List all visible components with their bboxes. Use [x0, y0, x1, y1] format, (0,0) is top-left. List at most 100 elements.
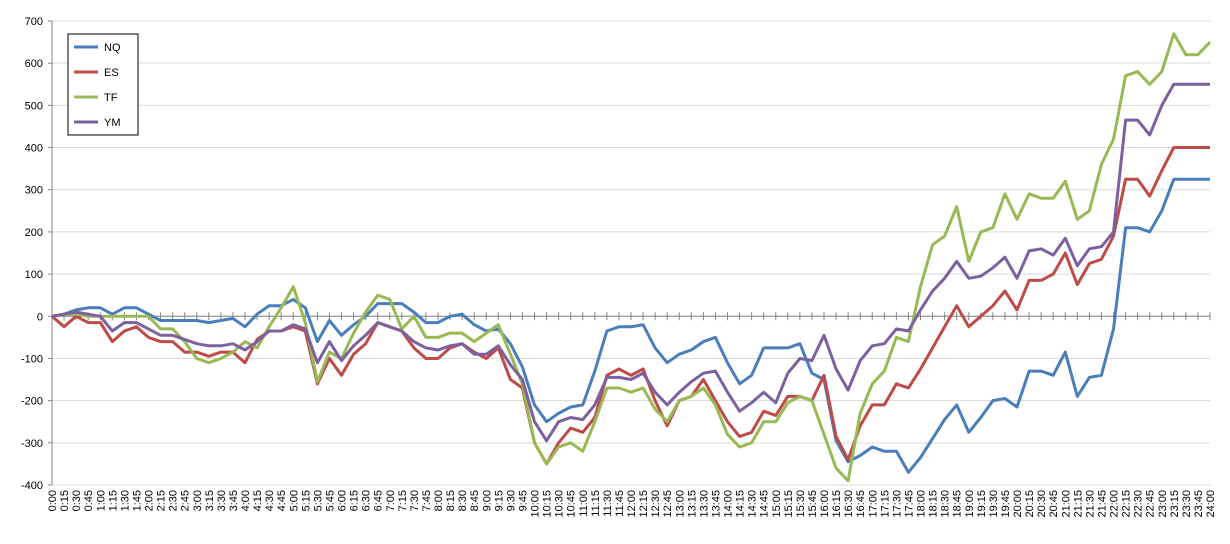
- y-tick-label: -100: [21, 353, 43, 365]
- x-tick-label: 0:00: [47, 490, 59, 511]
- legend-label: ES: [104, 67, 119, 79]
- y-tick-label: 700: [25, 16, 43, 28]
- x-tick-label: 9:45: [517, 490, 529, 511]
- legend-label: YM: [104, 117, 121, 129]
- x-tick-label: 7:30: [409, 490, 421, 511]
- x-tick-label: 0:15: [59, 490, 71, 511]
- x-tick-label: 13:15: [686, 490, 698, 518]
- x-tick-label: 6:15: [349, 490, 361, 511]
- x-tick-label: 2:15: [156, 490, 168, 511]
- x-tick-label: 6:30: [361, 490, 373, 511]
- x-tick-label: 12:15: [638, 490, 650, 518]
- x-tick-label: 12:00: [626, 490, 638, 518]
- x-tick-label: 24:00: [1205, 490, 1217, 518]
- x-tick-label: 16:00: [819, 490, 831, 518]
- x-tick-label: 1:00: [95, 490, 107, 511]
- y-tick-label: 300: [25, 185, 43, 197]
- x-tick-label: 17:45: [903, 490, 915, 518]
- x-tick-label: 4:45: [276, 490, 288, 511]
- x-tick-label: 18:00: [916, 490, 928, 518]
- x-tick-label: 21:30: [1084, 490, 1096, 518]
- legend-label: TF: [104, 92, 118, 104]
- x-tick-label: 11:30: [602, 490, 614, 517]
- x-tick-label: 22:45: [1145, 490, 1157, 518]
- x-tick-label: 14:15: [735, 490, 747, 518]
- x-tick-label: 11:00: [578, 490, 590, 517]
- x-tick-label: 2:30: [168, 490, 180, 511]
- x-tick-label: 23:45: [1193, 490, 1205, 518]
- x-tick-label: 3:45: [228, 490, 240, 511]
- y-tick-label: 600: [25, 58, 43, 70]
- x-tick-label: 0:45: [83, 490, 95, 511]
- x-tick-label: 5:00: [288, 490, 300, 511]
- x-tick-label: 23:00: [1157, 490, 1169, 518]
- x-tick-label: 8:15: [445, 490, 457, 511]
- x-tick-label: 12:30: [650, 490, 662, 518]
- x-tick-label: 20:45: [1048, 490, 1060, 518]
- series-line: [51, 82, 1210, 443]
- x-tick-label: 8:30: [457, 490, 469, 511]
- x-tick-label: 1:15: [107, 490, 119, 511]
- x-tick-label: 20:15: [1024, 490, 1036, 518]
- x-tick-label: 5:30: [312, 490, 324, 511]
- x-tick-label: 1:45: [131, 490, 143, 511]
- x-tick-label: 7:00: [385, 490, 397, 511]
- y-tick-label: -400: [21, 480, 43, 492]
- x-tick-label: 19:15: [976, 490, 988, 518]
- x-tick-label: 12:45: [662, 490, 674, 518]
- x-tick-label: 20:30: [1036, 490, 1048, 518]
- y-tick-label: 100: [25, 269, 43, 281]
- x-tick-label: 14:45: [759, 490, 771, 518]
- x-tick-label: 19:30: [988, 490, 1000, 518]
- x-tick-label: 6:45: [373, 490, 385, 511]
- x-tick-label: 15:15: [783, 490, 795, 518]
- x-tick-label: 3:30: [216, 490, 228, 511]
- y-tick-label: 0: [37, 311, 43, 323]
- x-tick-label: 18:45: [952, 490, 964, 518]
- x-tick-label: 10:15: [542, 490, 554, 518]
- x-tick-label: 1:30: [119, 490, 131, 511]
- x-tick-label: 23:15: [1169, 490, 1181, 518]
- x-tick-label: 6:00: [337, 490, 349, 511]
- y-tick-label: -300: [21, 438, 43, 450]
- x-tick-label: 13:45: [710, 490, 722, 518]
- y-tick-label: 400: [25, 143, 43, 155]
- x-tick-label: 23:30: [1181, 490, 1193, 518]
- x-tick-label: 18:30: [940, 490, 952, 518]
- y-tick-label: 500: [25, 100, 43, 112]
- x-tick-label: 9:15: [493, 490, 505, 511]
- x-tick-label: 10:45: [566, 490, 578, 518]
- x-tick-label: 2:00: [144, 490, 156, 511]
- x-tick-label: 13:00: [674, 490, 686, 518]
- x-tick-label: 21:45: [1096, 490, 1108, 518]
- x-tick-label: 21:00: [1060, 490, 1072, 518]
- y-tick-label: -200: [21, 396, 43, 408]
- x-tick-label: 9:30: [505, 490, 517, 511]
- series-line: [51, 146, 1210, 466]
- x-tick-label: 0:30: [71, 490, 83, 511]
- x-tick-label: 22:15: [1121, 490, 1133, 518]
- x-tick-label: 14:30: [747, 490, 759, 518]
- x-tick-label: 7:45: [421, 490, 433, 511]
- x-tick-label: 16:45: [855, 490, 867, 518]
- x-tick-label: 15:45: [807, 490, 819, 518]
- y-tick-label: 200: [25, 227, 43, 239]
- x-tick-label: 13:30: [698, 490, 710, 518]
- x-tick-label: 4:30: [264, 490, 276, 511]
- legend-label: NQ: [104, 42, 121, 54]
- x-tick-label: 11:45: [614, 490, 626, 517]
- x-tick-label: 8:45: [469, 490, 481, 511]
- x-tick-label: 4:00: [240, 490, 252, 511]
- x-tick-label: 9:00: [481, 490, 493, 511]
- x-tick-label: 15:30: [795, 490, 807, 518]
- x-tick-label: 10:00: [530, 490, 542, 518]
- x-tick-label: 10:30: [554, 490, 566, 518]
- x-tick-label: 15:00: [771, 490, 783, 518]
- x-tick-label: 2:45: [180, 490, 192, 511]
- x-tick-label: 21:15: [1072, 490, 1084, 518]
- series-line: [51, 32, 1212, 483]
- x-tick-label: 14:00: [723, 490, 735, 518]
- x-tick-label: 22:00: [1109, 490, 1121, 518]
- legend-box: [67, 33, 139, 136]
